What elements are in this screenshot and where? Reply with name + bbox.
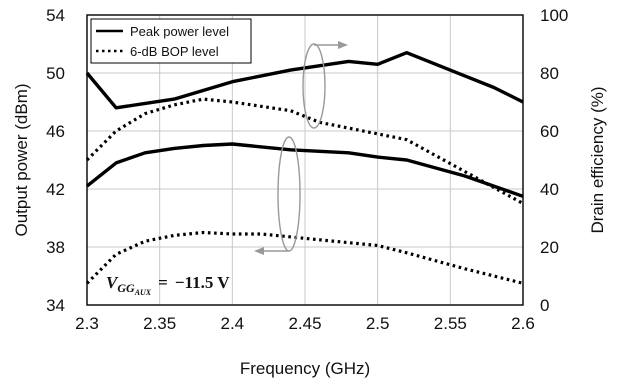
annotation-variable: V	[106, 273, 119, 292]
x-tick-label: 2.55	[434, 314, 467, 333]
annotation-value: −11.5 V	[175, 273, 230, 292]
series-line-2	[85, 142, 524, 198]
y-left-tick-label: 54	[46, 6, 65, 25]
series-line-3	[85, 230, 524, 285]
efficiency-marker-oval	[302, 43, 326, 129]
y-right-tick-label: 40	[540, 180, 559, 199]
legend-label-peak: Peak power level	[130, 24, 229, 39]
y-right-tick-label: 20	[540, 238, 559, 257]
power-marker-oval	[277, 136, 301, 252]
legend-box	[90, 18, 252, 64]
annotation-subsubscript: AUX	[134, 288, 152, 297]
bias-annotation: VGGAUX = −11.5 V	[106, 273, 230, 297]
power-arrowhead	[254, 247, 264, 255]
x-tick-label: 2.6	[511, 314, 535, 333]
legend-label-bop: 6-dB BOP level	[130, 44, 219, 59]
series-line-1	[85, 97, 524, 205]
x-axis-label: Frequency (GHz)	[240, 359, 370, 378]
x-tick-label: 2.35	[143, 314, 176, 333]
annotation-ovals	[254, 41, 348, 255]
x-tick-label: 2.4	[221, 314, 245, 333]
legend: Peak power level 6-dB BOP level	[90, 18, 252, 64]
x-tick-label: 2.5	[366, 314, 390, 333]
x-tick-label: 2.3	[75, 314, 99, 333]
y-right-tick-label: 80	[540, 64, 559, 83]
y-right-tick-label: 100	[540, 6, 568, 25]
x-tick-label: 2.45	[288, 314, 321, 333]
annotation-subscript: GG	[117, 281, 135, 295]
series-layer	[85, 51, 524, 285]
efficiency-arrowhead	[338, 41, 348, 49]
y-right-tick-label: 0	[540, 296, 549, 315]
y-right-tick-label: 60	[540, 122, 559, 141]
y-left-tick-label: 46	[46, 122, 65, 141]
y-left-tick-label: 42	[46, 180, 65, 199]
y-axis-right-label: Drain efficiency (%)	[588, 86, 607, 233]
y-left-tick-label: 34	[46, 296, 65, 315]
annotation-equals: =	[158, 273, 168, 292]
y-left-tick-label: 38	[46, 238, 65, 257]
y-left-tick-label: 50	[46, 64, 65, 83]
tick-layer: 2.3 2.35 2.4 2.45 2.5 2.55 2.6 34 38 42 46 50 54 0 20 4…	[46, 6, 568, 333]
y-axis-left-label: Output power (dBm)	[12, 83, 31, 236]
series-line-0	[85, 51, 524, 110]
